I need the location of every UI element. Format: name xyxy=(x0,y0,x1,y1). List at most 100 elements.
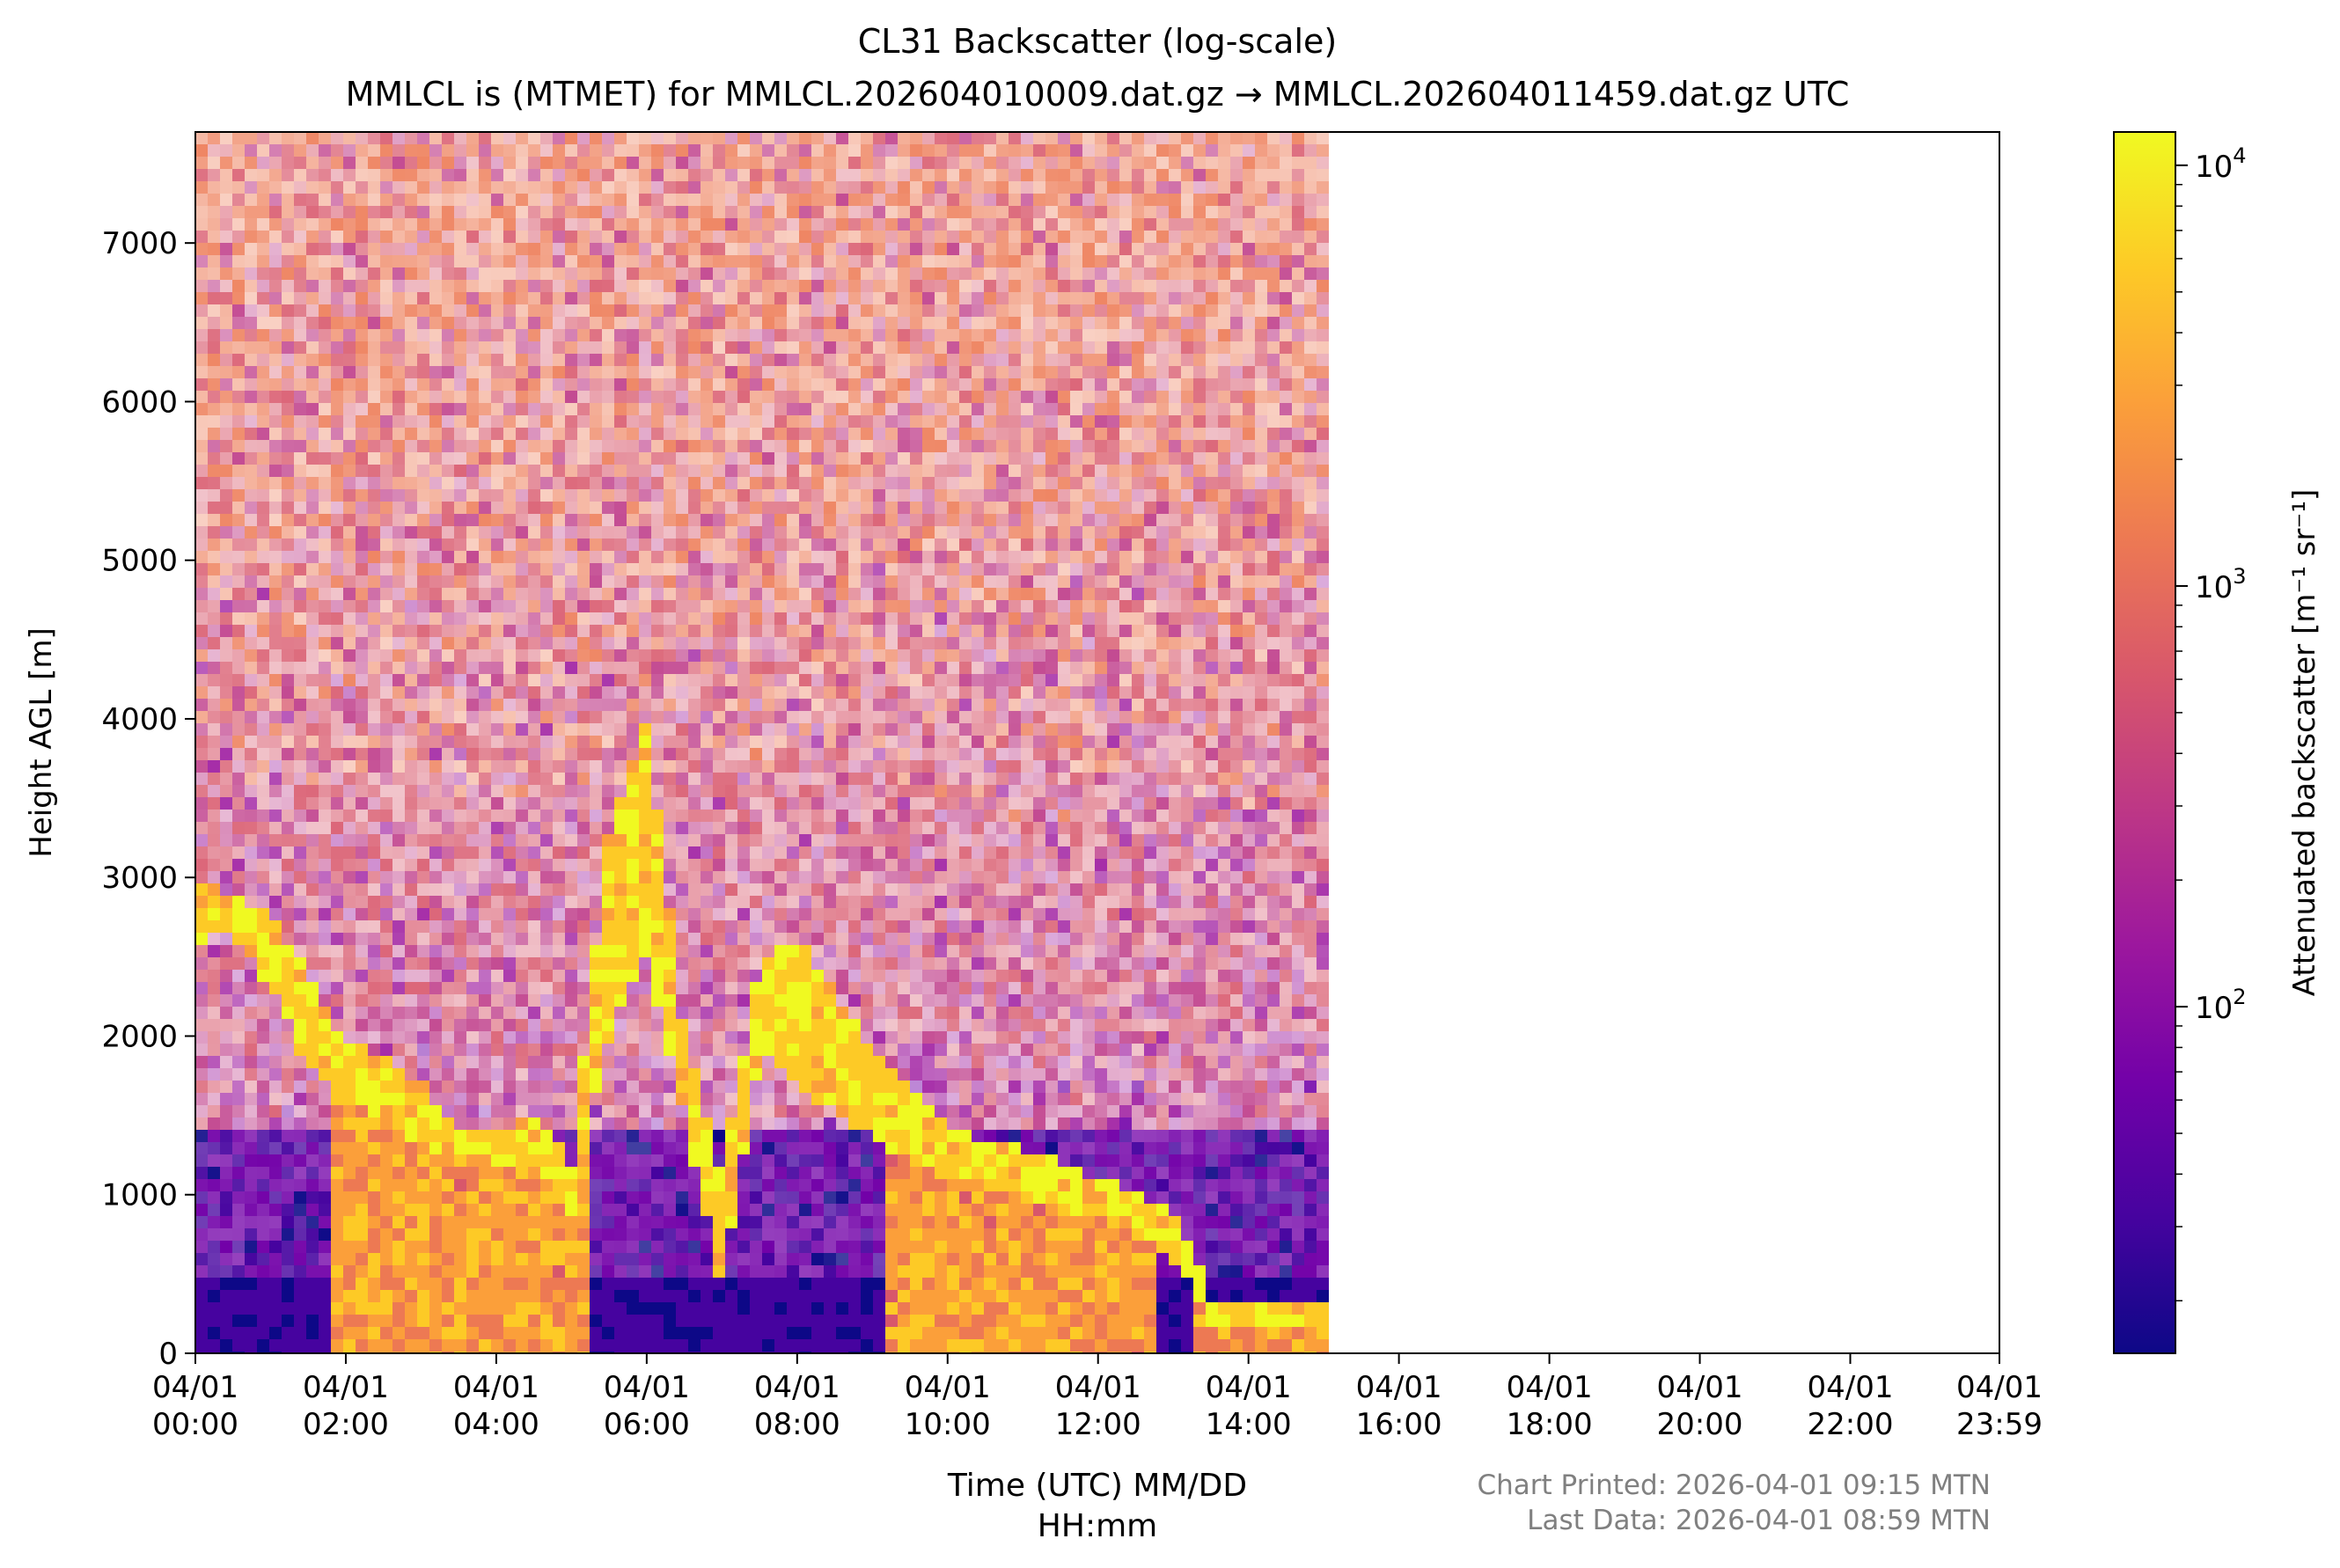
heatmap-cell xyxy=(762,144,774,157)
heatmap-cell xyxy=(245,859,257,871)
heatmap-cell xyxy=(319,551,331,563)
heatmap-cell xyxy=(725,317,737,329)
heatmap-cell xyxy=(306,612,319,625)
heatmap-cell xyxy=(602,600,614,612)
heatmap-cell xyxy=(577,920,590,933)
heatmap-cell xyxy=(319,982,331,994)
heatmap-cell xyxy=(787,317,799,329)
heatmap-cell xyxy=(245,1278,257,1290)
heatmap-cell xyxy=(590,378,602,391)
heatmap-cell xyxy=(356,920,368,933)
heatmap-cell xyxy=(516,539,528,551)
heatmap-cell xyxy=(195,304,208,317)
heatmap-cell xyxy=(343,1327,356,1339)
heatmap-cell xyxy=(762,539,774,551)
heatmap-cell xyxy=(368,920,380,933)
heatmap-cell xyxy=(774,600,787,612)
heatmap-cell xyxy=(319,354,331,366)
heatmap-cell xyxy=(701,231,713,243)
heatmap-cell xyxy=(540,218,553,231)
heatmap-cell xyxy=(664,699,676,711)
heatmap-cell xyxy=(565,539,577,551)
heatmap-cell xyxy=(737,194,750,206)
heatmap-cell xyxy=(257,1339,269,1352)
heatmap-cell xyxy=(466,846,479,859)
heatmap-cell xyxy=(676,1105,688,1117)
heatmap-cell xyxy=(195,1044,208,1056)
heatmap-cell xyxy=(479,871,491,883)
heatmap-cell xyxy=(331,982,343,994)
heatmap-cell xyxy=(651,760,664,773)
heatmap-cell xyxy=(466,871,479,883)
heatmap-cell xyxy=(664,1302,676,1315)
heatmap-cell xyxy=(442,181,454,194)
heatmap-cell xyxy=(306,329,319,341)
heatmap-cell xyxy=(737,206,750,218)
heatmap-cell xyxy=(516,846,528,859)
heatmap-cell xyxy=(676,612,688,625)
heatmap-cell xyxy=(269,428,282,440)
heatmap-cell xyxy=(442,1290,454,1302)
heatmap-cell xyxy=(405,846,417,859)
heatmap-cell xyxy=(799,686,811,699)
heatmap-cell xyxy=(491,465,503,477)
heatmap-cell xyxy=(466,736,479,748)
heatmap-cell xyxy=(417,366,429,378)
heatmap-cell xyxy=(565,1167,577,1179)
heatmap-cell xyxy=(701,994,713,1007)
heatmap-cell xyxy=(639,637,651,649)
heatmap-cell xyxy=(491,144,503,157)
heatmap-cell xyxy=(553,1278,565,1290)
heatmap-cell xyxy=(429,933,442,945)
heatmap-cell xyxy=(664,846,676,859)
heatmap-cell xyxy=(479,662,491,674)
heatmap-cell xyxy=(516,1117,528,1130)
heatmap-cell xyxy=(442,1130,454,1142)
heatmap-cell xyxy=(577,366,590,378)
heatmap-cell xyxy=(282,1339,294,1352)
heatmap-cell xyxy=(553,1068,565,1081)
heatmap-cell xyxy=(577,1068,590,1081)
heatmap-cell xyxy=(503,649,516,662)
heatmap-cell xyxy=(491,760,503,773)
heatmap-cell xyxy=(664,563,676,575)
heatmap-cell xyxy=(651,1253,664,1265)
heatmap-cell xyxy=(466,1253,479,1265)
heatmap-cell xyxy=(516,354,528,366)
heatmap-cell xyxy=(540,871,553,883)
heatmap-cell xyxy=(725,539,737,551)
heatmap-cell xyxy=(701,563,713,575)
heatmap-cell xyxy=(503,736,516,748)
heatmap-cell xyxy=(614,970,627,982)
heatmap-cell xyxy=(245,748,257,760)
heatmap-cell xyxy=(737,465,750,477)
heatmap-cell xyxy=(195,810,208,822)
heatmap-cell xyxy=(466,477,479,489)
heatmap-cell xyxy=(565,1117,577,1130)
heatmap-cell xyxy=(442,1093,454,1105)
heatmap-cell xyxy=(306,810,319,822)
heatmap-cell xyxy=(479,1228,491,1241)
heatmap-cell xyxy=(503,1302,516,1315)
heatmap-cell xyxy=(257,391,269,403)
heatmap-cell xyxy=(257,871,269,883)
heatmap-cell xyxy=(368,267,380,280)
heatmap-cell xyxy=(676,428,688,440)
heatmap-cell xyxy=(429,144,442,157)
heatmap-cell xyxy=(787,428,799,440)
heatmap-cell xyxy=(269,514,282,526)
heatmap-cell xyxy=(392,1007,405,1019)
heatmap-cell xyxy=(577,859,590,871)
heatmap-cell xyxy=(528,773,540,785)
heatmap-cell xyxy=(651,194,664,206)
heatmap-cell xyxy=(701,502,713,514)
heatmap-cell xyxy=(627,255,639,267)
heatmap-cell xyxy=(294,255,306,267)
heatmap-cell xyxy=(565,1265,577,1278)
heatmap-cell xyxy=(356,711,368,723)
heatmap-cell xyxy=(774,797,787,810)
heatmap-cell xyxy=(466,231,479,243)
heatmap-cell xyxy=(701,649,713,662)
heatmap-cell xyxy=(565,1339,577,1352)
heatmap-cell xyxy=(787,662,799,674)
